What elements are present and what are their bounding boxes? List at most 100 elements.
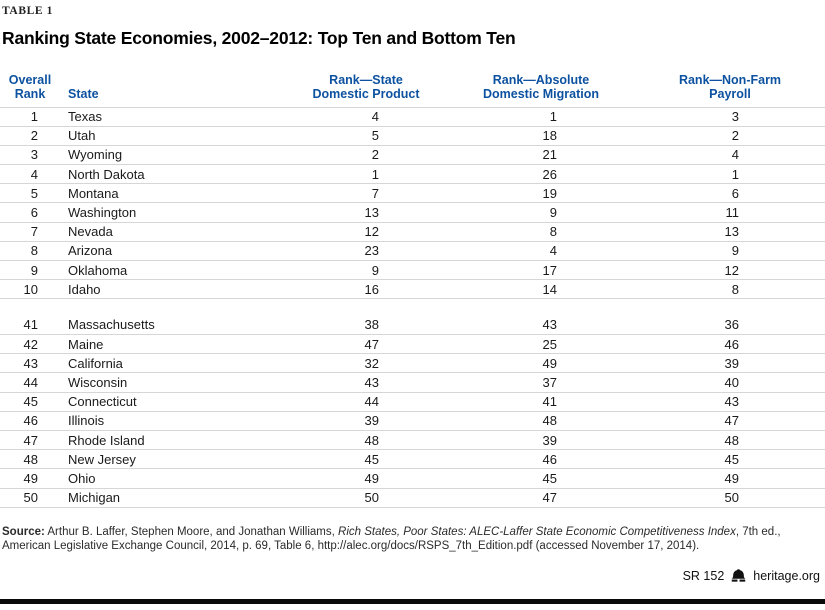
- table-row: 47 Rhode Island 48 39 48: [0, 430, 825, 451]
- cell-sdp: 45: [285, 449, 447, 470]
- cell-sdp: 2: [285, 145, 447, 166]
- report-id: SR 152: [682, 568, 725, 583]
- section-gap: [0, 299, 825, 316]
- cell-migration: 48: [447, 411, 635, 432]
- table-row: 8 Arizona 23 4 9: [0, 241, 825, 262]
- cell-sdp: 48: [285, 430, 447, 451]
- cell-state: Montana: [60, 183, 285, 204]
- cell-payroll: 50: [635, 488, 825, 508]
- column-header-absolute-domestic-migration: Rank—Absolute Domestic Migration: [447, 64, 635, 108]
- cell-state: Ohio: [60, 468, 285, 489]
- cell-sdp: 50: [285, 488, 447, 508]
- table-row: 45 Connecticut 44 41 43: [0, 392, 825, 412]
- source-label: Source:: [2, 525, 45, 538]
- cell-rank: 48: [0, 449, 60, 470]
- column-header-overall-rank: Overall Rank: [0, 64, 60, 108]
- header-line: Rank—Non-Farm: [678, 72, 782, 87]
- source-authors: Arthur B. Laffer, Stephen Moore, and Jon…: [44, 525, 339, 538]
- cell-payroll: 45: [635, 449, 825, 470]
- cell-sdp: 23: [285, 241, 447, 262]
- cell-rank: 47: [0, 430, 60, 451]
- cell-migration: 39: [447, 430, 635, 451]
- table-row: 43 California 32 49 39: [0, 353, 825, 374]
- cell-payroll: 43: [635, 392, 825, 412]
- table-row: 41 Massachusetts 38 43 36: [0, 315, 825, 336]
- cell-payroll: 2: [635, 126, 825, 146]
- source-note: Source: Arthur B. Laffer, Stephen Moore,…: [2, 525, 808, 554]
- cell-payroll: 48: [635, 430, 825, 451]
- cell-payroll: 11: [635, 202, 825, 223]
- cell-sdp: 5: [285, 126, 447, 146]
- cell-sdp: 38: [285, 315, 447, 336]
- cell-rank: 45: [0, 392, 60, 412]
- cell-rank: 8: [0, 241, 60, 262]
- cell-sdp: 7: [285, 183, 447, 204]
- cell-state: Oklahoma: [60, 260, 285, 281]
- cell-sdp: 9: [285, 260, 447, 281]
- cell-rank: 5: [0, 183, 60, 204]
- table-row: 50 Michigan 50 47 50: [0, 488, 825, 508]
- cell-rank: 41: [0, 315, 60, 336]
- cell-migration: 25: [447, 334, 635, 355]
- cell-sdp: 44: [285, 392, 447, 412]
- cell-payroll: 40: [635, 372, 825, 393]
- cell-rank: 44: [0, 372, 60, 393]
- footer-rule-bar: [0, 599, 825, 604]
- cell-rank: 9: [0, 260, 60, 281]
- cell-state: North Dakota: [60, 164, 285, 185]
- bottom-ten-body: 41 Massachusetts 38 43 36 42 Maine 47 25 46 43 Cali…: [0, 315, 825, 508]
- cell-sdp: 1: [285, 164, 447, 185]
- cell-migration: 17: [447, 260, 635, 281]
- cell-payroll: 12: [635, 260, 825, 281]
- cell-sdp: 4: [285, 107, 447, 127]
- cell-sdp: 39: [285, 411, 447, 432]
- heritage-bell-icon: [731, 568, 746, 583]
- cell-state: Maine: [60, 334, 285, 355]
- table-row: 1 Texas 4 1 3: [0, 107, 825, 127]
- cell-payroll: 13: [635, 222, 825, 242]
- cell-state: Rhode Island: [60, 430, 285, 451]
- table-row: 2 Utah 5 18 2: [0, 126, 825, 146]
- cell-migration: 41: [447, 392, 635, 412]
- cell-payroll: 49: [635, 468, 825, 489]
- cell-rank: 3: [0, 145, 60, 166]
- cell-state: Washington: [60, 202, 285, 223]
- table-row: 4 North Dakota 1 26 1: [0, 164, 825, 185]
- cell-migration: 49: [447, 353, 635, 374]
- table-header: Overall Rank State Rank—State Domestic P…: [0, 64, 825, 108]
- cell-state: Wyoming: [60, 145, 285, 166]
- page-title: Ranking State Economies, 2002–2012: Top …: [2, 28, 516, 48]
- header-row: Overall Rank State Rank—State Domestic P…: [0, 64, 825, 108]
- cell-sdp: 16: [285, 279, 447, 300]
- cell-rank: 7: [0, 222, 60, 242]
- cell-rank: 42: [0, 334, 60, 355]
- cell-state: Nevada: [60, 222, 285, 242]
- cell-migration: 21: [447, 145, 635, 166]
- table-row: 42 Maine 47 25 46: [0, 334, 825, 355]
- cell-state: Connecticut: [60, 392, 285, 412]
- cell-migration: 4: [447, 241, 635, 262]
- cell-payroll: 39: [635, 353, 825, 374]
- cell-sdp: 13: [285, 202, 447, 223]
- table-row: 46 Illinois 39 48 47: [0, 411, 825, 432]
- table-row: 3 Wyoming 2 21 4: [0, 145, 825, 166]
- cell-payroll: 8: [635, 279, 825, 300]
- cell-rank: 4: [0, 164, 60, 185]
- cell-sdp: 43: [285, 372, 447, 393]
- cell-payroll: 46: [635, 334, 825, 355]
- cell-state: California: [60, 353, 285, 374]
- table-row: 9 Oklahoma 9 17 12: [0, 260, 825, 281]
- cell-rank: 2: [0, 126, 60, 146]
- cell-payroll: 36: [635, 315, 825, 336]
- cell-state: Massachusetts: [60, 315, 285, 336]
- header-line: Rank: [14, 86, 46, 101]
- cell-rank: 6: [0, 202, 60, 223]
- cell-migration: 37: [447, 372, 635, 393]
- source-book-title: Rich States, Poor States: ALEC-Laffer St…: [338, 525, 736, 538]
- report-footer: SR 152 heritage.org: [683, 568, 820, 583]
- cell-migration: 43: [447, 315, 635, 336]
- cell-state: Wisconsin: [60, 372, 285, 393]
- cell-migration: 14: [447, 279, 635, 300]
- cell-migration: 18: [447, 126, 635, 146]
